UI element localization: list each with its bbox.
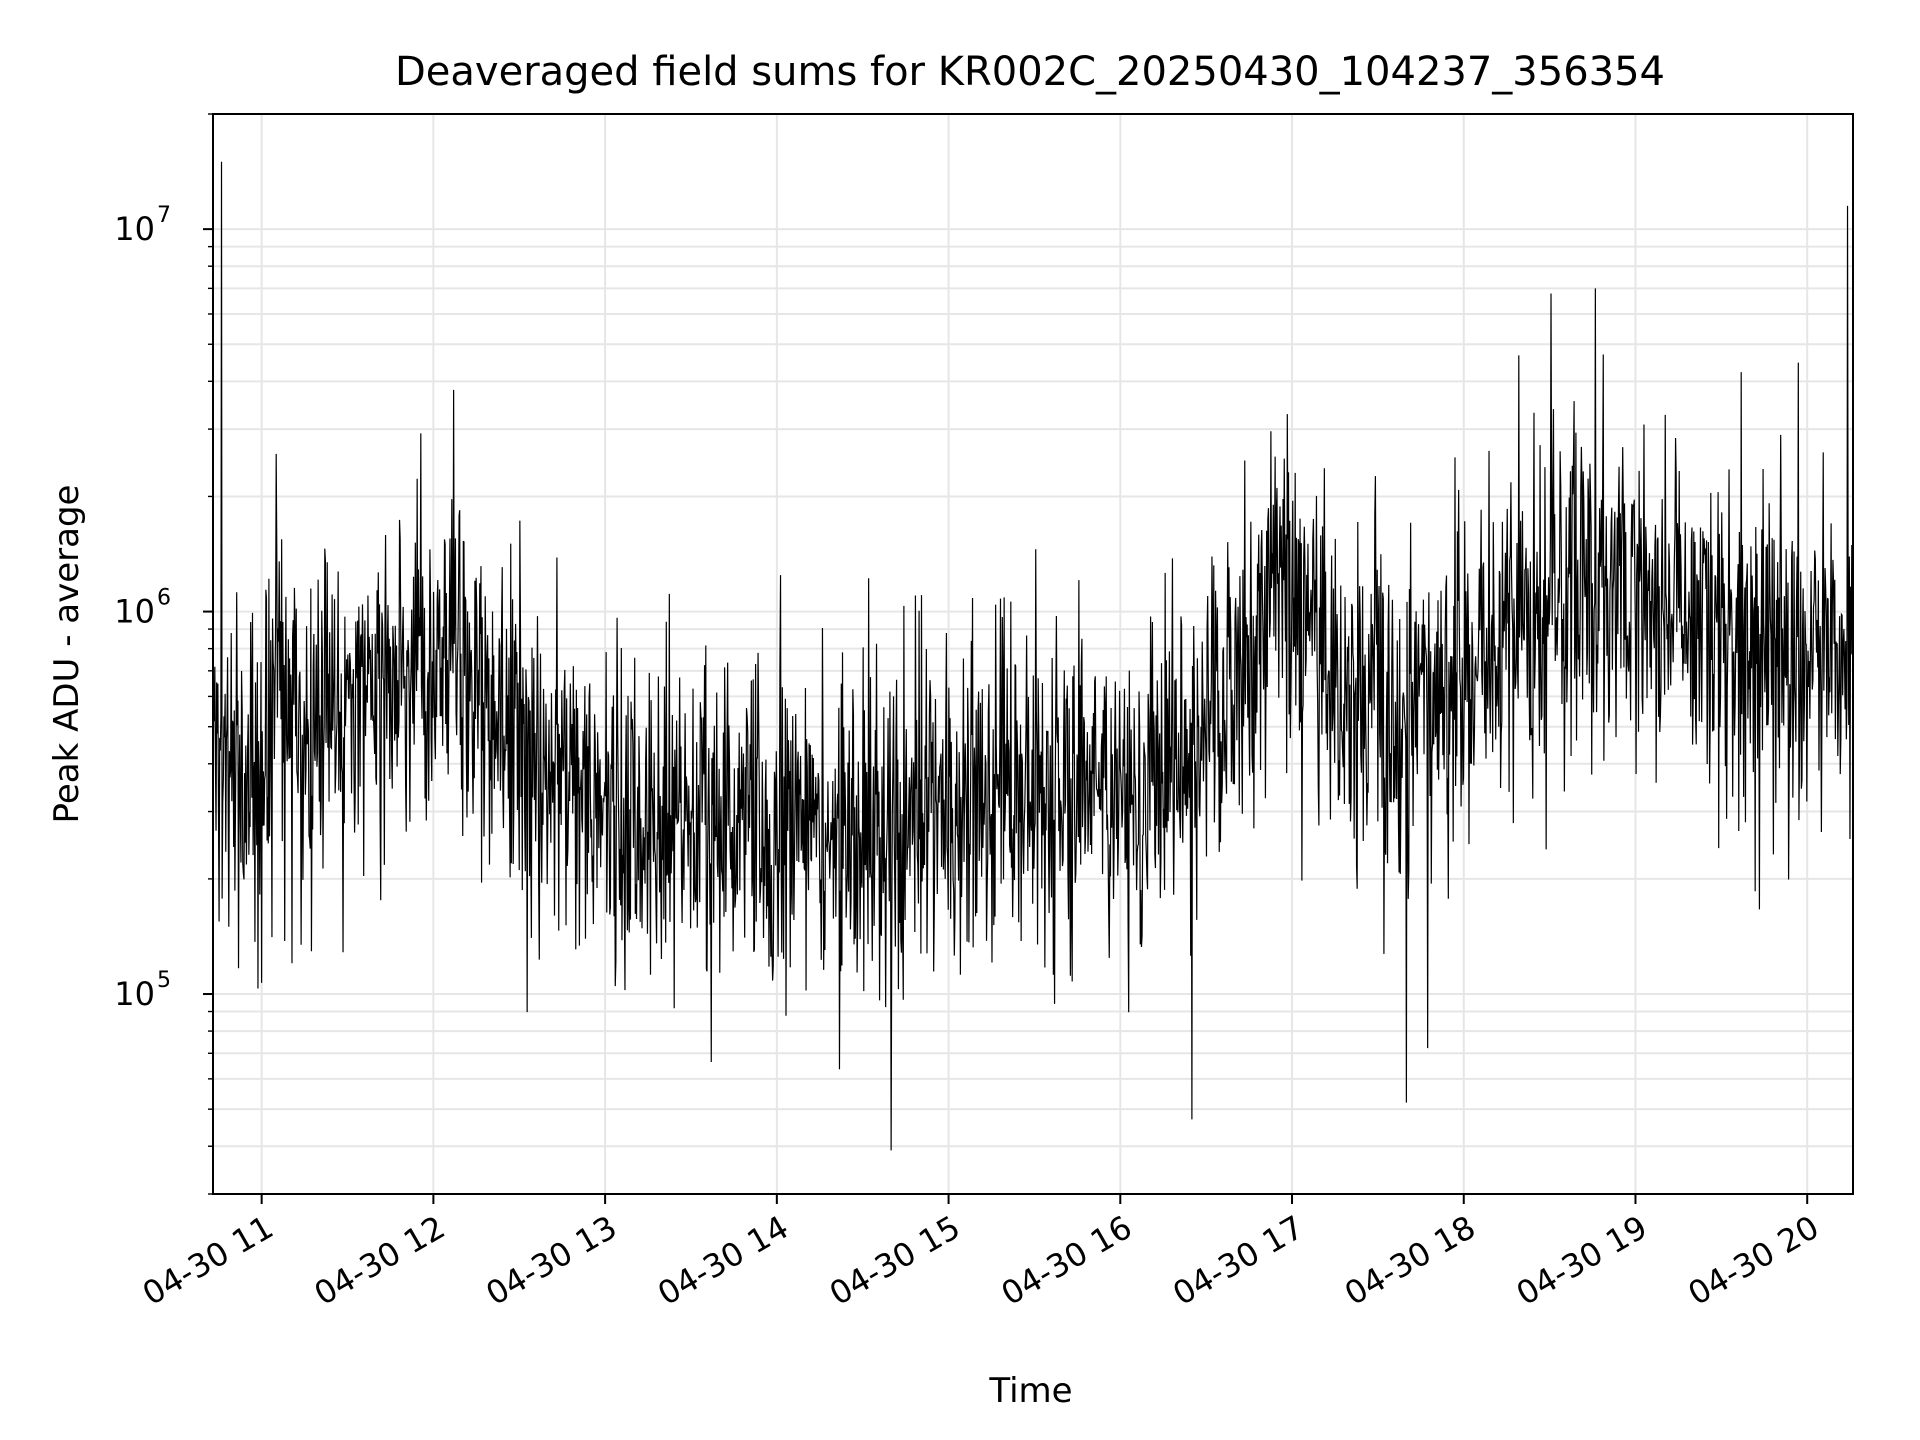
x-tick-label: 04-30 16 [995,1208,1139,1313]
y-tick-label: 10 [114,210,155,248]
x-tick-label: 04-30 13 [480,1208,624,1313]
x-tick-label: 04-30 17 [1166,1208,1310,1313]
chart-title: Deaveraged field sums for KR002C_2025043… [395,49,1665,95]
series-line [212,161,1854,1151]
y-tick-label: 10 [114,593,155,631]
y-axis-label: Peak ADU - average [47,485,87,824]
x-tick-label: 04-30 11 [136,1208,280,1313]
x-tick-label: 04-30 12 [308,1208,452,1313]
y-tick-label-exponent: 5 [157,968,171,993]
plot-area-frame [212,113,1854,1195]
y-tick-label: 10 [114,975,155,1013]
x-tick-label: 04-30 15 [823,1208,967,1313]
y-tick-label-exponent: 7 [157,203,171,228]
y-tick-label-exponent: 6 [157,586,171,611]
x-tick-label: 04-30 14 [651,1208,795,1313]
x-tick-label: 04-30 18 [1338,1208,1482,1313]
x-axis-label: Time [988,1371,1072,1411]
x-axis: 04-30 11 04-30 12 04-30 13 04-30 14 04-30 15… [136,1194,1825,1313]
x-tick-label: 04-30 19 [1510,1208,1654,1313]
x-tick-label: 04-30 20 [1682,1208,1826,1313]
